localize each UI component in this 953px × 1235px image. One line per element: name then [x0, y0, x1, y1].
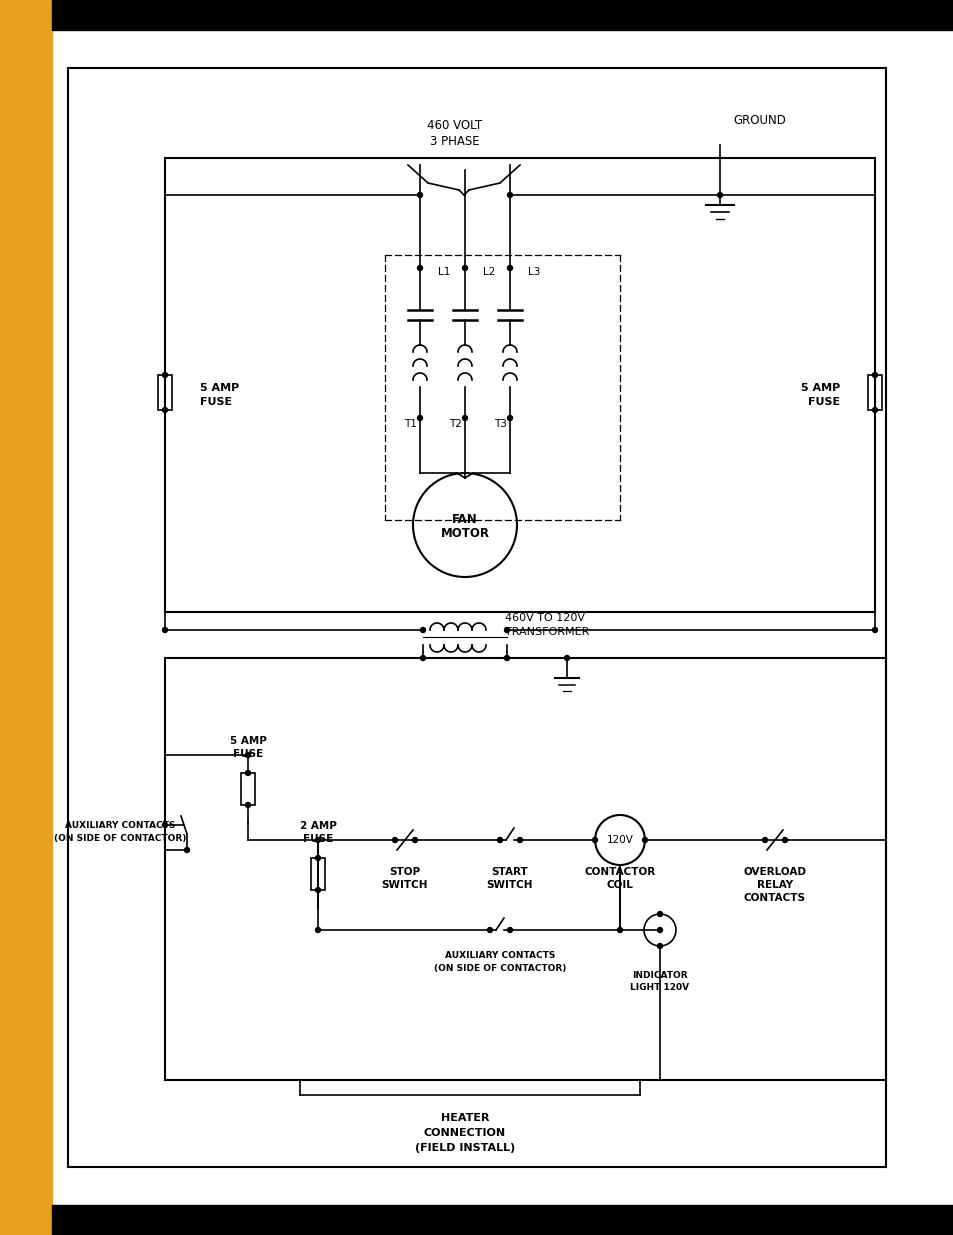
- Text: L3: L3: [527, 267, 539, 277]
- Circle shape: [417, 193, 422, 198]
- Text: OVERLOAD: OVERLOAD: [742, 867, 805, 877]
- Circle shape: [507, 266, 512, 270]
- Circle shape: [657, 927, 661, 932]
- Circle shape: [315, 856, 320, 861]
- Text: (ON SIDE OF CONTACTOR): (ON SIDE OF CONTACTOR): [434, 965, 565, 973]
- Text: SWITCH: SWITCH: [486, 881, 533, 890]
- Circle shape: [412, 837, 417, 842]
- Circle shape: [872, 408, 877, 412]
- Text: SWITCH: SWITCH: [381, 881, 428, 890]
- Text: (ON SIDE OF CONTACTOR): (ON SIDE OF CONTACTOR): [53, 834, 186, 842]
- Bar: [52, 1205, 953, 1235]
- Circle shape: [162, 373, 168, 378]
- Circle shape: [245, 803, 251, 808]
- Text: STOP: STOP: [389, 867, 420, 877]
- Circle shape: [417, 266, 422, 270]
- Text: FUSE: FUSE: [200, 396, 232, 408]
- Text: T1: T1: [404, 419, 416, 429]
- Circle shape: [497, 837, 502, 842]
- Circle shape: [417, 415, 422, 420]
- Bar: [52, 0, 953, 30]
- Text: 5 AMP: 5 AMP: [800, 383, 840, 393]
- Circle shape: [487, 927, 492, 932]
- Circle shape: [872, 627, 877, 632]
- Text: START: START: [491, 867, 528, 877]
- Circle shape: [245, 752, 251, 757]
- Text: 2 AMP: 2 AMP: [299, 821, 336, 831]
- Text: 3 PHASE: 3 PHASE: [430, 135, 479, 147]
- Circle shape: [507, 415, 512, 420]
- Circle shape: [504, 656, 509, 661]
- Text: T2: T2: [449, 419, 461, 429]
- Text: 5 AMP: 5 AMP: [230, 736, 266, 746]
- Circle shape: [462, 415, 467, 420]
- Text: LIGHT 120V: LIGHT 120V: [630, 983, 689, 993]
- Text: RELAY: RELAY: [756, 881, 792, 890]
- Text: CONTACTOR: CONTACTOR: [584, 867, 655, 877]
- Bar: [68, 68, 885, 1167]
- Text: L2: L2: [482, 267, 495, 277]
- Circle shape: [162, 627, 168, 632]
- Bar: [158, 375, 172, 410]
- Circle shape: [781, 837, 786, 842]
- Text: 5 AMP: 5 AMP: [200, 383, 239, 393]
- Text: COIL: COIL: [606, 881, 633, 890]
- Text: GROUND: GROUND: [733, 114, 785, 126]
- Circle shape: [315, 837, 320, 842]
- Text: MOTOR: MOTOR: [440, 526, 489, 540]
- Text: CONTACTS: CONTACTS: [743, 893, 805, 903]
- Circle shape: [564, 656, 569, 661]
- Text: INDICATOR: INDICATOR: [632, 971, 687, 979]
- Text: FUSE: FUSE: [807, 396, 840, 408]
- Text: FAN: FAN: [452, 513, 477, 526]
- Circle shape: [315, 888, 320, 893]
- Text: 460V TO 120V: 460V TO 120V: [504, 613, 584, 622]
- Circle shape: [315, 927, 320, 932]
- Text: FUSE: FUSE: [233, 748, 263, 760]
- Circle shape: [162, 408, 168, 412]
- Circle shape: [504, 627, 509, 632]
- Circle shape: [872, 373, 877, 378]
- Text: T3: T3: [494, 419, 506, 429]
- Circle shape: [592, 837, 597, 842]
- Bar: [867, 375, 882, 410]
- Circle shape: [392, 837, 397, 842]
- Circle shape: [462, 266, 467, 270]
- Circle shape: [420, 656, 425, 661]
- Text: AUXILIARY CONTACTS: AUXILIARY CONTACTS: [65, 820, 175, 830]
- Circle shape: [507, 193, 512, 198]
- Circle shape: [657, 911, 661, 916]
- Circle shape: [420, 627, 425, 632]
- Circle shape: [641, 837, 647, 842]
- Circle shape: [162, 823, 168, 827]
- Bar: [0, 0, 52, 1235]
- Circle shape: [245, 771, 251, 776]
- Bar: [241, 773, 254, 805]
- Text: FUSE: FUSE: [302, 834, 333, 844]
- Circle shape: [517, 837, 522, 842]
- Text: 460 VOLT: 460 VOLT: [427, 119, 482, 131]
- Text: 120V: 120V: [606, 835, 633, 845]
- Bar: [311, 858, 325, 890]
- Circle shape: [184, 847, 190, 852]
- Circle shape: [617, 927, 622, 932]
- Circle shape: [657, 944, 661, 948]
- Text: (FIELD INSTALL): (FIELD INSTALL): [415, 1144, 515, 1153]
- Circle shape: [507, 927, 512, 932]
- Text: L1: L1: [437, 267, 450, 277]
- Text: AUXILIARY CONTACTS: AUXILIARY CONTACTS: [444, 951, 555, 961]
- Text: HEATER: HEATER: [440, 1113, 489, 1123]
- Text: TRANSFORMER: TRANSFORMER: [504, 627, 589, 637]
- Text: CONNECTION: CONNECTION: [423, 1128, 505, 1137]
- Circle shape: [717, 193, 721, 198]
- Circle shape: [761, 837, 767, 842]
